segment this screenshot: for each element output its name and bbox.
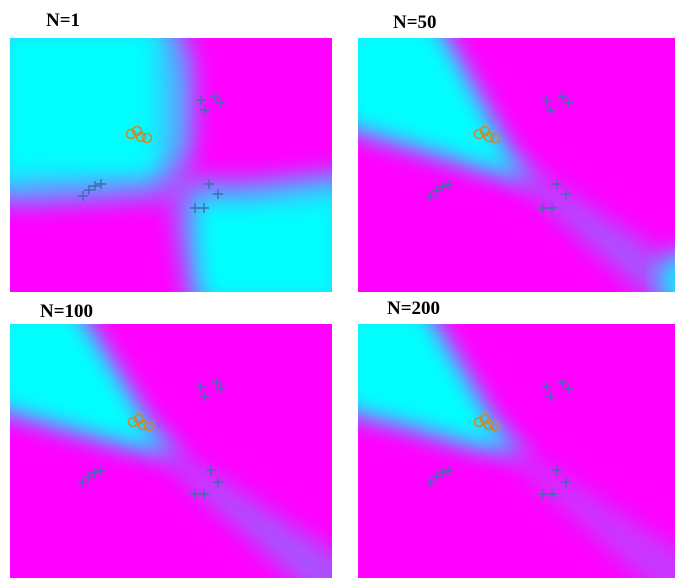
circle-markers-n1: [125, 125, 153, 144]
cyan-region-n1: [10, 38, 332, 292]
panel-title-3: N=100: [40, 301, 94, 322]
plus-markers-n50: [426, 91, 573, 213]
panel-title-4: N=200: [387, 298, 441, 319]
circle-markers-n50: [473, 125, 501, 144]
plus-markers-n100: [78, 377, 226, 499]
decision-map-n200-svg: [358, 324, 675, 578]
decision-map-n50: [358, 38, 675, 292]
cyan-region-n50: [358, 38, 538, 186]
plus-markers-n200: [426, 377, 573, 499]
circle-markers-n100: [127, 413, 155, 432]
decision-map-n1: [10, 38, 332, 292]
decision-map-n1-svg: [10, 38, 332, 292]
decision-map-n100-svg: [10, 324, 332, 578]
panel-title-2: N=50: [393, 12, 437, 33]
plus-markers-n1: [78, 91, 225, 213]
decision-map-n50-svg: [358, 38, 675, 292]
decision-map-n100: [10, 324, 332, 578]
panel-title-1: N=1: [46, 10, 81, 31]
decision-map-n200: [358, 324, 675, 578]
circle-markers-n200: [473, 413, 501, 432]
